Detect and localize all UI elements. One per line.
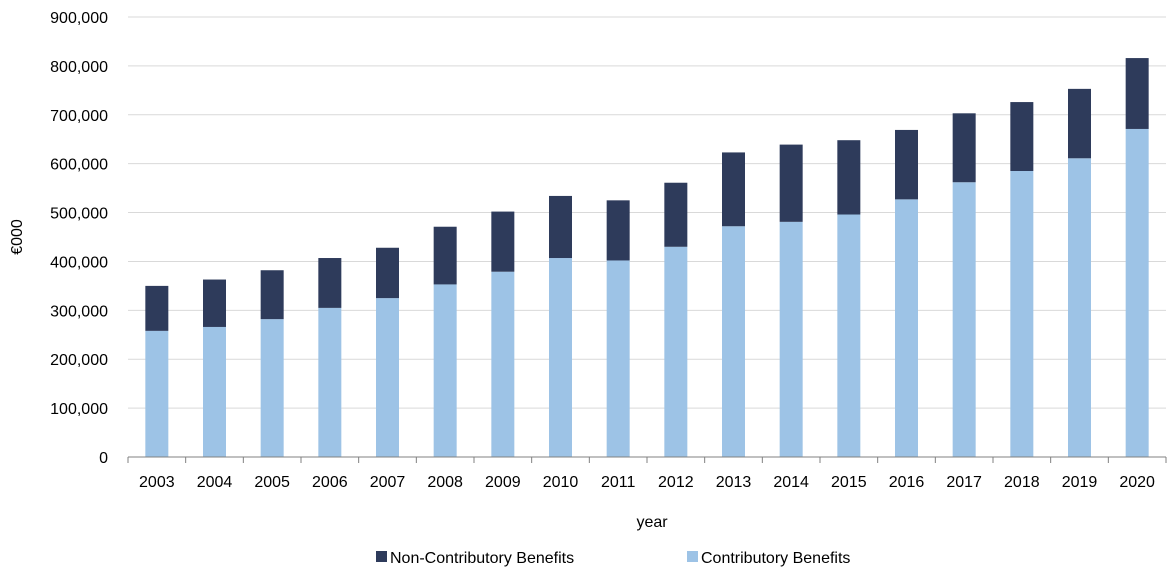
- y-tick-label: 300,000: [50, 303, 108, 320]
- x-tick-label: 2010: [543, 474, 579, 491]
- bar-non-contributory-2019: [1068, 88, 1091, 159]
- bar-contributory-2004: [203, 326, 226, 457]
- bar-non-contributory-2015: [837, 140, 861, 215]
- x-tick-label: 2011: [601, 474, 636, 491]
- y-tick-label: 400,000: [50, 254, 108, 271]
- bar-contributory-2016: [895, 199, 918, 457]
- legend-label: Non-Contributory Benefits: [390, 550, 574, 567]
- x-tick-label: 2015: [831, 474, 867, 491]
- bar-contributory-2005: [260, 319, 284, 457]
- bar-contributory-2011: [606, 260, 630, 457]
- x-tick-label: 2017: [946, 474, 982, 491]
- bar-non-contributory-2006: [318, 258, 342, 308]
- y-tick-label: 200,000: [50, 352, 108, 369]
- x-tick-label: 2009: [485, 474, 521, 491]
- bar-contributory-2018: [1010, 171, 1034, 457]
- x-tick-label: 2019: [1062, 474, 1098, 491]
- legend-label: Contributory Benefits: [701, 550, 850, 567]
- x-axis-title: year: [636, 514, 668, 531]
- bar-contributory-2013: [722, 226, 745, 457]
- y-tick-label: 900,000: [50, 10, 108, 27]
- bar-non-contributory-2005: [260, 270, 284, 320]
- bar-non-contributory-2014: [779, 144, 803, 222]
- axes: 0 100,000 200,000 300,000 400,000 500,000 600,…: [50, 10, 1167, 491]
- bar-contributory-2015: [837, 214, 861, 457]
- y-tick-label: 800,000: [50, 59, 108, 76]
- x-tick-label: 2003: [139, 474, 175, 491]
- bar-non-contributory-2007: [376, 247, 399, 299]
- bar-non-contributory-2020: [1125, 58, 1149, 129]
- bar-non-contributory-2008: [433, 226, 457, 285]
- bar-non-contributory-2017: [952, 113, 976, 183]
- bar-contributory-2014: [779, 221, 803, 457]
- x-tick-label: 2018: [1004, 474, 1040, 491]
- bar-non-contributory-2013: [722, 152, 745, 227]
- bar-non-contributory-2011: [606, 200, 630, 261]
- bar-contributory-2017: [952, 182, 976, 457]
- y-tick-label: 0: [99, 450, 108, 467]
- bar-contributory-2007: [376, 298, 399, 457]
- x-tick-label: 2006: [312, 474, 348, 491]
- bar-contributory-2008: [433, 284, 457, 457]
- bars: [145, 58, 1149, 458]
- bar-non-contributory-2010: [549, 195, 572, 259]
- bar-contributory-2019: [1068, 158, 1091, 458]
- x-tick-label: 2016: [889, 474, 925, 491]
- legend: Non-Contributory Benefits Contributory Be…: [376, 550, 850, 567]
- x-tick-label: 2004: [197, 474, 233, 491]
- gridlines: [128, 16, 1166, 409]
- bar-non-contributory-2018: [1010, 102, 1034, 171]
- bar-non-contributory-2003: [145, 285, 169, 331]
- y-axis-title: €000: [9, 219, 26, 255]
- x-tick-label: 2008: [427, 474, 463, 491]
- bar-contributory-2009: [491, 271, 515, 457]
- legend-swatch: [376, 551, 387, 562]
- bar-non-contributory-2016: [895, 129, 918, 200]
- y-tick-label: 700,000: [50, 108, 108, 125]
- y-tick-label: 100,000: [50, 401, 108, 418]
- bar-contributory-2012: [664, 246, 688, 457]
- x-tick-label: 2007: [370, 474, 406, 491]
- x-tick-label: 2013: [716, 474, 752, 491]
- bar-non-contributory-2004: [203, 279, 226, 327]
- x-tick-label: 2012: [658, 474, 694, 491]
- bar-non-contributory-2012: [664, 182, 688, 247]
- bar-contributory-2020: [1125, 128, 1149, 457]
- bar-contributory-2003: [145, 330, 169, 457]
- y-tick-label: 600,000: [50, 157, 108, 174]
- bar-contributory-2006: [318, 307, 342, 457]
- x-tick-label: 2014: [773, 474, 809, 491]
- x-tick-label: 2005: [254, 474, 290, 491]
- bar-contributory-2010: [549, 258, 572, 457]
- y-tick-label: 500,000: [50, 206, 108, 223]
- bar-non-contributory-2009: [491, 211, 515, 272]
- x-tick-label: 2020: [1119, 474, 1155, 491]
- legend-swatch: [687, 551, 698, 562]
